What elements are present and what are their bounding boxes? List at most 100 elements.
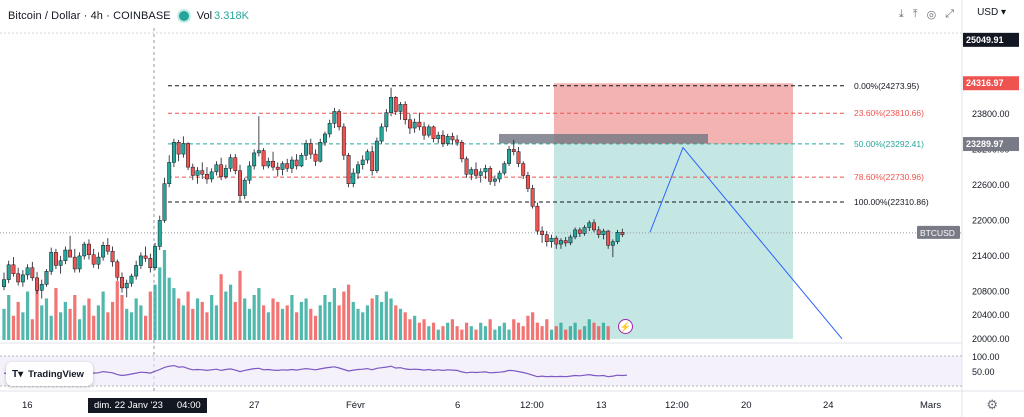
volume-bar	[446, 322, 450, 340]
volume-bar	[469, 326, 473, 340]
symbol-title[interactable]: Bitcoin / Dollar · 4h · COINBASE	[8, 10, 171, 22]
candle-body	[138, 255, 143, 266]
rsi-line	[3, 364, 628, 378]
volume-bar	[214, 305, 218, 340]
candle-body	[25, 267, 30, 276]
volume-bar	[219, 274, 223, 340]
volume-bar	[601, 322, 606, 340]
candle-body	[148, 258, 153, 269]
volume-bar	[431, 322, 436, 340]
expand-icon[interactable]: ⤢	[945, 8, 954, 20]
volume-bar	[115, 281, 119, 340]
volume-bar	[502, 322, 506, 340]
candle-body	[554, 237, 559, 245]
candle-body	[129, 275, 134, 284]
candle-body	[77, 255, 82, 270]
time-axis-tick: 24	[823, 400, 834, 411]
candle-body	[285, 163, 290, 169]
currency-select[interactable]: USD ▾	[977, 7, 1006, 18]
volume-bar	[512, 319, 516, 340]
volume-bar	[195, 298, 200, 340]
candle-body	[280, 163, 285, 170]
volume-bar	[417, 322, 421, 340]
volume-bar	[153, 284, 157, 340]
symbol-header[interactable]: Bitcoin / Dollar · 4h · COINBASE Vol 3.3…	[8, 8, 249, 24]
volume-bar	[606, 326, 610, 340]
candle-body	[233, 157, 238, 171]
symbol-price-tag-text: BTCUSD	[920, 228, 955, 238]
volume-bar	[191, 308, 195, 340]
price-axis-label	[963, 76, 1019, 91]
candle-body	[72, 256, 77, 270]
volume-bar	[162, 250, 167, 340]
arrow-up-icon[interactable]: ⤒	[912, 8, 918, 20]
volume-bar	[592, 322, 596, 340]
volume-bar	[186, 291, 190, 340]
volume-bar	[205, 312, 209, 340]
candle-body	[417, 121, 422, 128]
volume-bar	[148, 291, 152, 340]
candle-body	[223, 168, 228, 177]
volume-bar	[106, 312, 110, 340]
arrow-down-icon[interactable]: ⤓	[898, 8, 904, 20]
volume-bar	[370, 298, 374, 340]
candle-body	[275, 166, 280, 170]
volume-bar	[44, 298, 49, 340]
candle-body	[587, 222, 592, 228]
candle-body	[261, 150, 266, 167]
candle-body	[422, 126, 427, 136]
volume-bar	[92, 315, 96, 340]
candle-body	[238, 170, 242, 196]
tradingview-logo[interactable]: T▾ TradingView	[6, 362, 93, 386]
candle-body	[171, 142, 176, 163]
candle-body	[535, 205, 540, 232]
candle-body	[365, 151, 370, 161]
camera-icon[interactable]: ◎	[926, 9, 937, 21]
candle-body	[53, 252, 58, 266]
volume-bar	[365, 305, 370, 340]
candle-body	[469, 169, 474, 175]
volume-bar	[578, 329, 582, 340]
gear-icon[interactable]: ⚙	[986, 397, 998, 412]
volume-bar	[427, 326, 431, 340]
candle-body	[304, 143, 309, 156]
volume-bar	[582, 326, 587, 340]
volume-bar	[483, 326, 488, 340]
candle-body	[346, 155, 351, 184]
volume-bar	[309, 308, 313, 340]
volume-bar	[526, 315, 530, 340]
price-axis-label	[963, 137, 1019, 152]
candle-body	[11, 264, 16, 274]
candle-body	[186, 143, 191, 168]
candle-body	[445, 136, 450, 144]
volume-bar	[285, 305, 289, 340]
candle-body	[289, 159, 294, 169]
price-axis-tick: 23800.00	[972, 109, 1010, 119]
volume-label: Vol	[196, 10, 213, 22]
candle-body	[511, 149, 516, 152]
market-status-icon	[178, 11, 189, 21]
volume-bar	[389, 298, 393, 340]
candle-body	[124, 282, 129, 289]
volume-bar	[73, 295, 77, 340]
price-axis-label-text: 23289.97	[966, 139, 1004, 149]
volume-bar	[2, 308, 6, 340]
volume-bar	[139, 305, 143, 340]
volume-bar	[332, 288, 336, 340]
volume-bar	[351, 301, 355, 340]
price-axis-tick: 22000.00	[972, 215, 1010, 225]
time-axis-tick: 12:00	[520, 400, 544, 411]
time-axis-tick: 16	[22, 400, 33, 411]
volume-bar	[247, 308, 252, 340]
alert-bolt-icon[interactable]: ⚡	[618, 319, 633, 334]
projection-path	[649, 146, 843, 340]
candle-body	[389, 97, 393, 113]
candle-body	[559, 240, 563, 245]
candle-body	[464, 158, 469, 175]
candle-body	[49, 252, 54, 272]
volume-bar	[11, 315, 16, 340]
candle-body	[209, 171, 214, 180]
candle-body	[256, 150, 261, 154]
volume-bar	[233, 301, 237, 340]
